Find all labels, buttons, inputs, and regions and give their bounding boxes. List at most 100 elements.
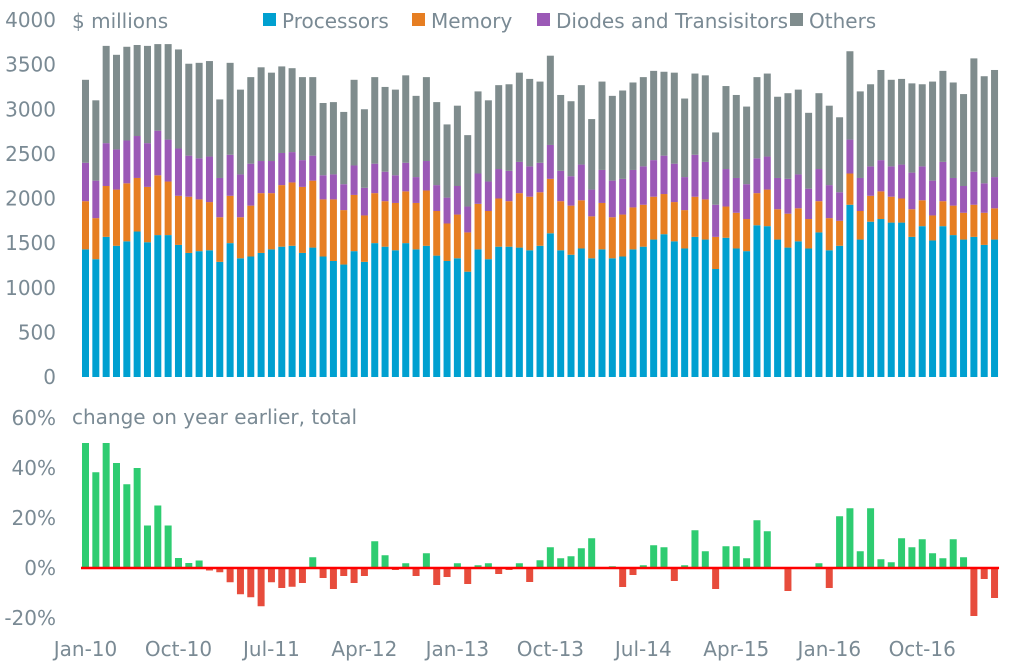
- bar-segment-processors: [701, 239, 709, 377]
- bar-segment-processors: [247, 256, 255, 377]
- top-stacked-bars: [82, 44, 999, 378]
- bar-segment-others: [970, 58, 978, 172]
- change-bar: [712, 568, 720, 589]
- change-bar: [743, 558, 751, 568]
- change-bar: [216, 568, 224, 573]
- bar-segment-others: [247, 77, 255, 164]
- bar-segment-memory: [257, 193, 265, 253]
- bar-segment-diodes: [371, 163, 379, 194]
- bar-segment-others: [174, 49, 182, 149]
- bar-segment-diodes: [577, 164, 585, 201]
- bar-segment-processors: [691, 236, 699, 377]
- bar-segment-others: [360, 109, 368, 188]
- bar-segment-memory: [815, 201, 823, 233]
- bar-segment-diodes: [763, 156, 771, 190]
- bar-segment-diodes: [267, 161, 275, 194]
- change-bar: [154, 505, 162, 568]
- bar-segment-others: [340, 111, 348, 185]
- bar-segment-others: [92, 100, 100, 181]
- change-bar: [815, 563, 823, 568]
- bar-segment-others: [257, 67, 265, 162]
- bar-segment-diodes: [588, 189, 596, 217]
- bar-segment-memory: [453, 214, 461, 259]
- change-bar: [908, 547, 916, 568]
- bar-segment-diodes: [567, 176, 575, 206]
- bar-segment-diodes: [422, 161, 430, 191]
- change-bar: [567, 556, 575, 568]
- bar-segment-processors: [712, 269, 720, 377]
- change-bar: [82, 443, 89, 568]
- bar-segment-others: [763, 73, 771, 157]
- change-bar: [350, 568, 358, 583]
- bar-segment-diodes: [515, 161, 523, 194]
- bar-segment-others: [784, 93, 792, 179]
- bar-segment-diodes: [877, 160, 885, 192]
- change-bar: [856, 551, 864, 568]
- bar-segment-processors: [588, 258, 596, 377]
- bar-segment-memory: [546, 178, 554, 234]
- bottom-change-bars: [82, 443, 999, 616]
- bar-segment-processors: [495, 246, 503, 377]
- bar-segment-memory: [402, 191, 410, 244]
- bar-segment-memory: [991, 208, 999, 240]
- legend-label: Others: [809, 9, 876, 33]
- bar-segment-processors: [288, 245, 296, 377]
- bar-segment-memory: [557, 201, 565, 251]
- bar-segment-diodes: [236, 174, 244, 218]
- bar-segment-diodes: [794, 174, 802, 209]
- bar-segment-memory: [526, 196, 534, 251]
- change-bar: [898, 538, 906, 568]
- bar-segment-diodes: [825, 185, 833, 219]
- bar-segment-processors: [226, 243, 234, 378]
- bar-segment-others: [474, 91, 482, 174]
- bar-segment-diodes: [278, 152, 286, 186]
- bar-segment-processors: [577, 248, 585, 377]
- y-tick-label: 1500: [5, 231, 56, 255]
- change-bar: [309, 557, 317, 568]
- change-bar: [557, 558, 565, 568]
- bar-segment-memory: [825, 218, 833, 251]
- y-tick-label: 3500: [5, 53, 56, 77]
- bar-segment-diodes: [732, 177, 740, 213]
- bar-segment-processors: [598, 249, 606, 377]
- bar-segment-processors: [174, 244, 182, 377]
- bar-segment-processors: [825, 250, 833, 377]
- bar-segment-memory: [505, 201, 513, 247]
- x-tick-label: Oct-13: [517, 637, 584, 661]
- bar-segment-diodes: [546, 144, 554, 179]
- bar-segment-others: [443, 124, 451, 198]
- bar-segment-memory: [474, 203, 482, 250]
- bar-segment-processors: [846, 204, 854, 377]
- bar-segment-memory: [174, 195, 182, 245]
- bar-segment-others: [288, 68, 296, 153]
- bar-segment-memory: [267, 193, 275, 250]
- bar-segment-others: [298, 77, 306, 161]
- bar-segment-diodes: [329, 174, 337, 200]
- change-bar: [753, 520, 761, 568]
- bar-segment-others: [639, 77, 647, 167]
- bar-segment-diodes: [836, 192, 844, 221]
- bar-segment-processors: [205, 250, 213, 377]
- change-bar: [371, 541, 379, 568]
- bar-segment-diodes: [743, 184, 751, 220]
- bar-segment-others: [267, 72, 275, 162]
- change-bar: [660, 547, 668, 568]
- bar-segment-memory: [278, 185, 286, 247]
- y-tick-label: 2000: [5, 187, 56, 211]
- bar-segment-others: [691, 73, 699, 155]
- change-bar: [918, 539, 926, 568]
- change-bar: [412, 568, 420, 576]
- bar-segment-others: [670, 72, 678, 164]
- bar-segment-processors: [236, 258, 244, 377]
- bar-segment-diodes: [608, 180, 616, 218]
- bar-segment-processors: [639, 246, 647, 377]
- change-bar: [929, 553, 937, 568]
- bar-segment-memory: [443, 223, 451, 261]
- bar-segment-others: [154, 44, 162, 131]
- change-bar: [257, 568, 265, 607]
- bar-segment-diodes: [691, 154, 699, 197]
- bar-segment-others: [567, 101, 575, 177]
- bar-segment-processors: [515, 247, 523, 377]
- bar-segment-memory: [639, 204, 647, 247]
- change-bar: [546, 547, 554, 568]
